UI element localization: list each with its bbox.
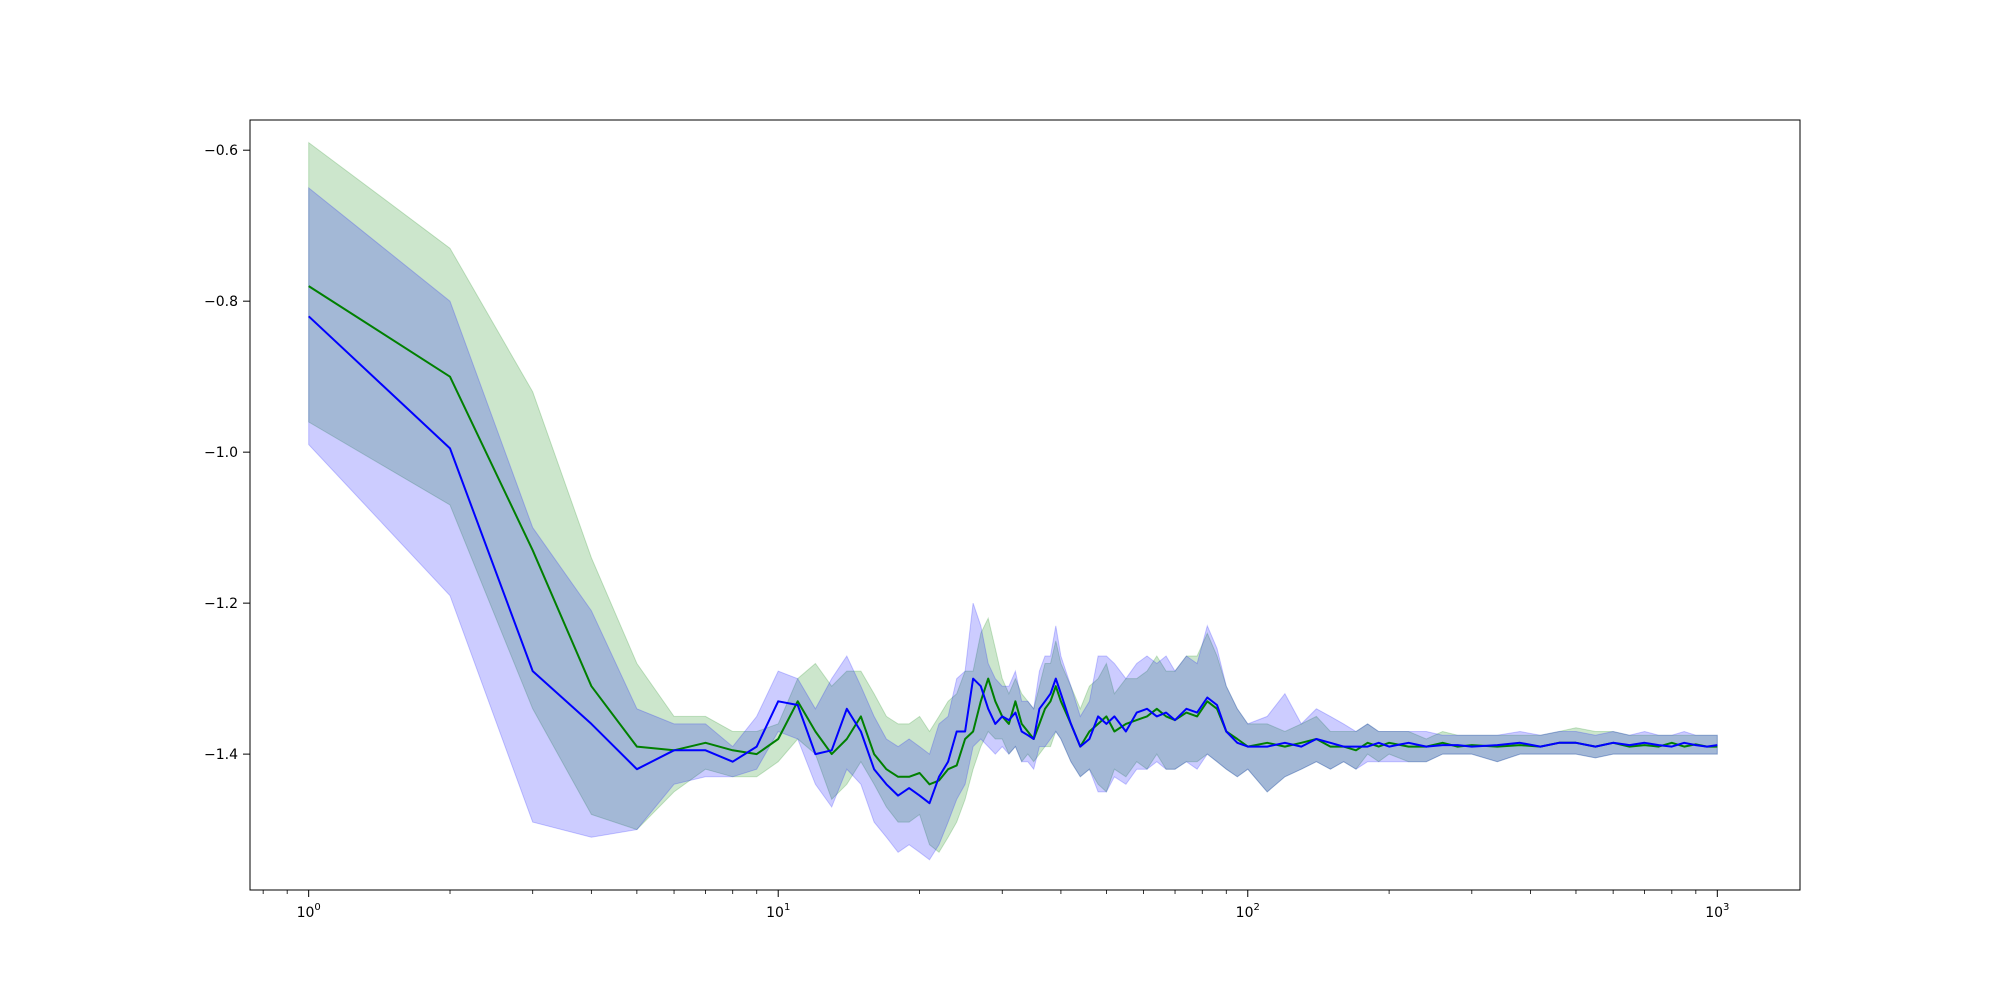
y-tick-label: −1.2 (204, 596, 238, 612)
series-line-2 (308, 315, 1718, 805)
y-tick-label: −0.8 (204, 294, 238, 310)
y-tick-label: −0.6 (204, 143, 238, 159)
x-tick-label: 100 (297, 902, 321, 921)
y-tick-label: −1.4 (204, 747, 238, 763)
plot-area (250, 120, 1800, 890)
x-tick-label: 103 (1705, 902, 1729, 921)
x-tick-label: 101 (766, 902, 790, 921)
plot-frame (249, 119, 1801, 891)
series-lines (308, 285, 1718, 805)
y-axis: −0.6 −0.8 −1.0 −1.2 −1.4 (204, 143, 250, 763)
confidence-band-2 (308, 186, 1718, 861)
x-tick-label: 102 (1236, 902, 1260, 921)
y-tick-label: −1.0 (204, 445, 238, 461)
x-axis: 100 101 102 103 (262, 890, 1729, 921)
